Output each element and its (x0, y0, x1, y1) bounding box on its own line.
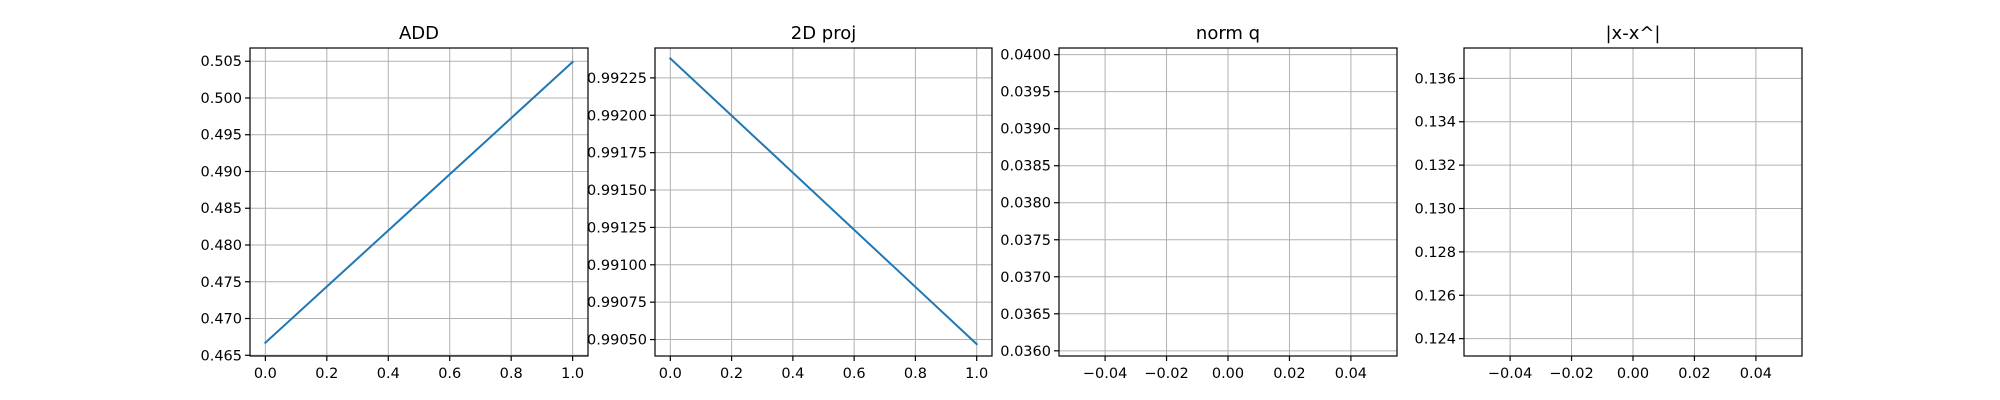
x-tick-label: 0.02 (1678, 366, 1710, 382)
x-tick-label: 0.8 (500, 366, 523, 382)
y-tick-label: 0.475 (200, 275, 242, 291)
axes-frame (654, 47, 993, 357)
subplot-title: ADD (399, 23, 439, 44)
y-tick-label: 0.136 (1414, 71, 1456, 87)
x-tick-label: 0.04 (1740, 366, 1772, 382)
series-line (263, 60, 575, 345)
y-tick-label: 0.485 (200, 201, 242, 217)
subplot-title: |x-x^| (1605, 23, 1660, 44)
subplot-title: 2D proj (791, 23, 856, 44)
y-tick-label: 0.0390 (1000, 122, 1051, 138)
y-tick-label: 0.99100 (587, 258, 647, 274)
x-tick-label: 0.4 (377, 366, 400, 382)
x-tick-label: 0.02 (1273, 366, 1305, 382)
y-tick-label: 0.126 (1414, 288, 1456, 304)
y-tick-label: 0.490 (200, 164, 242, 180)
x-tick-label: 0.00 (1212, 366, 1244, 382)
y-tick-label: 0.99175 (587, 146, 647, 162)
y-tick-label: 0.128 (1414, 245, 1456, 261)
y-tick-label: 0.99225 (587, 71, 647, 87)
x-tick-label: 0.0 (254, 366, 277, 382)
x-tick-label: 0.6 (438, 366, 461, 382)
subplot-1: 0.0 0.2 0.4 0.6 0.8 1.0 0.465 0.470 0.475 0.480 0.… (200, 23, 589, 382)
y-tick-label: 0.99200 (587, 108, 647, 124)
x-tick-label: 1.0 (561, 366, 584, 382)
x-tick-label: 0.0 (659, 366, 682, 382)
y-tick-label: 0.0375 (1000, 233, 1051, 249)
y-tick-label: 0.0360 (1000, 344, 1051, 360)
y-tick-label: 0.99125 (587, 220, 647, 236)
y-tick-label: 0.495 (200, 128, 242, 144)
x-tick-label: −0.04 (1488, 366, 1532, 382)
x-tick-label: 0.00 (1617, 366, 1649, 382)
y-tick-label: 0.0385 (1000, 159, 1051, 175)
y-tick-label: 0.0365 (1000, 307, 1051, 323)
y-tick-label: 0.99075 (587, 295, 647, 311)
x-tick-label: 1.0 (965, 366, 988, 382)
subplot-4: −0.04 −0.02 0.00 0.02 0.04 0.124 0.126 0.128 0.1… (1414, 23, 1803, 382)
y-tick-label: 0.132 (1414, 158, 1456, 174)
axes-frame (249, 47, 589, 357)
x-tick-label: −0.04 (1083, 366, 1127, 382)
y-tick-label: 0.500 (200, 91, 242, 107)
x-tick-label: 0.2 (720, 366, 743, 382)
y-tick-label: 0.0400 (1000, 48, 1051, 64)
x-tick-label: 0.6 (843, 366, 866, 382)
y-tick-label: 0.99150 (587, 183, 647, 199)
x-tick-label: −0.02 (1144, 366, 1188, 382)
subplot-2: 0.0 0.2 0.4 0.6 0.8 1.0 0.99050 0.99075 0.99100 0… (587, 23, 993, 382)
y-tick-label: 0.505 (200, 54, 242, 70)
y-tick-label: 0.0370 (1000, 270, 1051, 286)
y-tick-label: 0.0395 (1000, 85, 1051, 101)
subplot-title: norm q (1196, 23, 1260, 44)
y-tick-label: 0.134 (1414, 115, 1456, 131)
y-tick-label: 0.480 (200, 238, 242, 254)
x-tick-label: 0.04 (1335, 366, 1367, 382)
x-tick-label: 0.4 (781, 366, 804, 382)
x-tick-label: 0.8 (904, 366, 927, 382)
x-tick-label: 0.2 (315, 366, 338, 382)
x-tick-label: −0.02 (1549, 366, 1593, 382)
subplot-3: −0.04 −0.02 0.00 0.02 0.04 0.0360 0.0365 0.0370… (1000, 23, 1398, 382)
y-tick-label: 0.465 (200, 348, 242, 364)
y-tick-label: 0.130 (1414, 202, 1456, 218)
y-tick-label: 0.0380 (1000, 196, 1051, 212)
series-line (668, 57, 979, 346)
y-tick-label: 0.99050 (587, 333, 647, 349)
y-tick-label: 0.470 (200, 312, 242, 328)
y-tick-label: 0.124 (1414, 332, 1456, 348)
